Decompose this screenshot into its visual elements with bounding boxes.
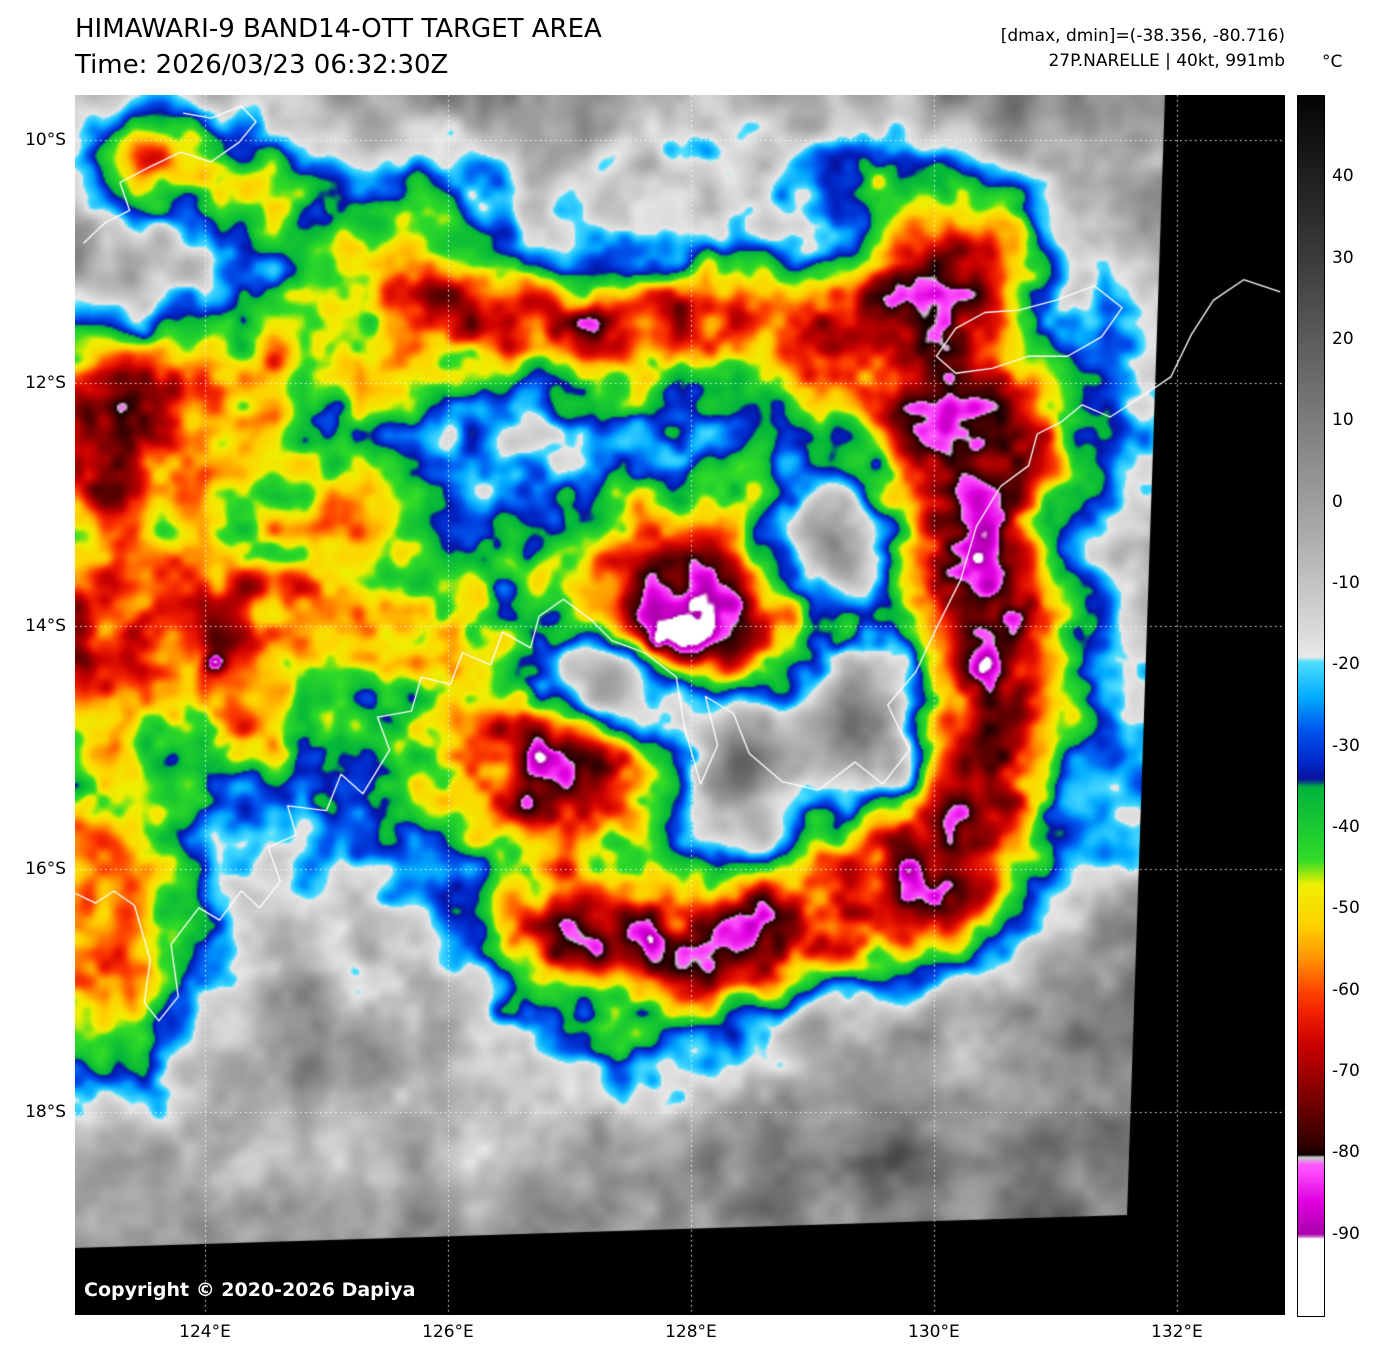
colorbar-tick-label: 0 xyxy=(1332,491,1343,512)
colorbar-tick-label: -70 xyxy=(1332,1061,1360,1081)
lon-tick-label: 124°E xyxy=(179,1322,231,1342)
colorbar-tick-label: -30 xyxy=(1332,735,1360,756)
storm-annotation: 27P.NARELLE | 40kt, 991mb xyxy=(1048,50,1285,71)
colorbar-tick-label: 10 xyxy=(1332,410,1354,431)
product-annotations: [dmax, dmin]=(-38.356, -80.716) 27P.NARE… xyxy=(1001,24,1285,73)
colorbar-tick-label: -40 xyxy=(1332,817,1360,837)
colorbar-unit-label: °C xyxy=(1322,52,1343,72)
lon-tick-label: 132°E xyxy=(1151,1322,1203,1342)
lon-tick-label: 130°E xyxy=(908,1322,960,1342)
colorbar-tick-label: 20 xyxy=(1332,329,1354,349)
colorbar xyxy=(1297,95,1325,1317)
lat-tick-label: 14°S xyxy=(25,616,66,637)
copyright-watermark: Copyright © 2020-2026 Dapiya xyxy=(84,1279,416,1301)
lat-tick-label: 12°S xyxy=(25,372,66,393)
colorbar-tick-label: 40 xyxy=(1332,166,1354,187)
product-time: Time: 2026/03/23 06:32:30Z xyxy=(75,50,449,80)
satellite-map: Copyright © 2020-2026 Dapiya xyxy=(75,95,1285,1315)
colorbar-tick-label: -80 xyxy=(1332,1142,1360,1163)
product-title: HIMAWARI-9 BAND14-OTT TARGET AREA xyxy=(75,14,602,44)
colorbar-tick-label: -20 xyxy=(1332,654,1360,675)
lon-tick-label: 128°E xyxy=(665,1322,717,1342)
lon-tick-label: 126°E xyxy=(422,1322,474,1342)
colorbar-tick-label: 30 xyxy=(1332,247,1354,268)
colorbar-tick-label: -50 xyxy=(1332,898,1360,919)
satellite-imagery-canvas xyxy=(75,95,1285,1315)
colorbar-tick-label: -10 xyxy=(1332,573,1360,593)
dmax-dmin-annotation: [dmax, dmin]=(-38.356, -80.716) xyxy=(1000,26,1285,46)
lat-tick-label: 18°S xyxy=(25,1102,66,1123)
lat-tick-label: 16°S xyxy=(25,859,66,880)
lat-tick-label: 10°S xyxy=(25,129,66,150)
colorbar-tick-label: -90 xyxy=(1332,1223,1360,1244)
colorbar-tick-label: -60 xyxy=(1332,979,1360,1000)
